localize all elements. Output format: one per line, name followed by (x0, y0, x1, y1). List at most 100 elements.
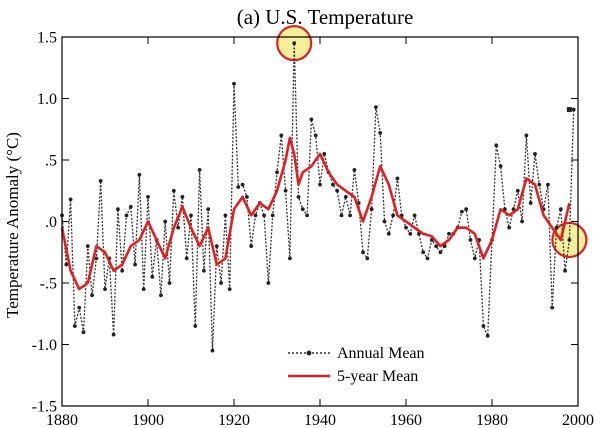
annual-point-1952 (369, 207, 374, 212)
annual-point-1975 (468, 238, 473, 242)
annual-point-1993 (546, 182, 550, 187)
annual-point-1921 (236, 185, 241, 189)
y-tick-label-1: 1.0 (37, 91, 57, 108)
annual-point-1989 (528, 201, 533, 205)
annual-point-1947 (348, 213, 352, 218)
annual-point-1896 (128, 204, 133, 209)
annual-point-1953 (374, 105, 378, 110)
legend-annual-label: Annual Mean (337, 345, 425, 362)
annual-point-1909 (184, 256, 189, 261)
annual-point-1978 (481, 324, 486, 328)
plot-frame (61, 36, 579, 407)
annual-point-1927 (262, 213, 266, 218)
annual-point-1934 (292, 41, 297, 46)
legend-annual-marker (306, 350, 312, 356)
annual-point-1981 (494, 143, 499, 148)
annual-point-1955 (382, 219, 387, 224)
annual-point-1901 (150, 274, 155, 279)
annual-point-1996 (558, 207, 563, 212)
annual-point-1930 (275, 170, 279, 175)
annual-point-1938 (309, 117, 314, 122)
annual-point-1931 (279, 133, 284, 138)
annual-point-1920 (232, 81, 236, 86)
annual-point-1937 (305, 213, 309, 218)
legend: Annual Mean 5-year Mean (288, 345, 425, 385)
annual-point-1890 (103, 287, 107, 292)
y-tick-label-3: .0 (45, 214, 57, 231)
annual-point-1881 (64, 262, 69, 267)
annual-point-1882 (68, 197, 73, 202)
x-tick-label-1960: 1960 (390, 412, 422, 428)
chart-title: (a) U.S. Temperature (237, 5, 414, 29)
annual-point-1988 (524, 133, 529, 138)
annual-point-1923 (245, 195, 249, 199)
annual-point-1913 (202, 268, 206, 273)
annual-point-1997 (563, 268, 567, 273)
y-tick-label-4: -.5 (40, 276, 57, 293)
annual-point-1893 (116, 207, 120, 212)
x-tick-label-1920: 1920 (218, 412, 250, 428)
x-tick-label-1940: 1940 (304, 412, 336, 428)
annual-point-1979 (485, 333, 490, 338)
annual-point-1961 (408, 231, 413, 236)
annual-point-1899 (141, 287, 146, 292)
annual-point-1974 (464, 207, 469, 212)
annual-point-1908 (180, 195, 185, 199)
annual-point-1943 (331, 182, 335, 187)
annual-point-1987 (520, 219, 524, 224)
y-tick-label-0: 1.5 (37, 30, 57, 47)
annual-point-1957 (391, 213, 395, 218)
annual-point-1936 (300, 207, 305, 212)
annual-point-1907 (176, 225, 181, 230)
annual-point-1964 (421, 250, 426, 255)
annual-point-1967 (434, 244, 438, 249)
x-tick-label-1900: 1900 (132, 412, 164, 428)
annual-point-1941 (322, 151, 327, 156)
annual-point-1903 (159, 293, 163, 298)
annual-point-1888 (94, 256, 99, 261)
annual-point-1948 (352, 167, 357, 172)
annual-point-1904 (163, 219, 168, 224)
annual-point-1970 (447, 231, 451, 236)
annual-point-1897 (133, 262, 138, 267)
annual-point-1991 (537, 182, 542, 187)
annual-point-1914 (206, 207, 211, 212)
annual-point-1958 (395, 176, 400, 181)
annual-point-1900 (146, 195, 150, 199)
annual-point-1950 (361, 250, 365, 255)
annual-point-1984 (507, 225, 512, 230)
x-tick-label-1880: 1880 (46, 412, 78, 428)
annual-point-1895 (124, 213, 129, 218)
annual-point-square-1998 (566, 107, 572, 113)
annual-point-1905 (167, 281, 172, 285)
annual-point-1998 (567, 238, 572, 242)
annual-point-1894 (120, 268, 125, 273)
annual-point-1910 (189, 213, 193, 218)
annual-point-1962 (412, 213, 417, 218)
x-tick-label-1980: 1980 (476, 412, 508, 428)
annual-point-1884 (77, 305, 82, 310)
annual-point-1889 (98, 179, 103, 183)
annual-point-1935 (296, 195, 301, 199)
annual-point-1965 (425, 256, 430, 261)
annual-point-1919 (227, 287, 232, 292)
annual-point-1995 (554, 225, 559, 230)
annual-point-1916 (214, 244, 219, 249)
annual-point-1973 (460, 209, 464, 214)
x-tick-label-2000: 2000 (562, 412, 594, 428)
annual-point-1883 (73, 324, 77, 328)
annual-point-1968 (438, 250, 443, 255)
annual-point-1925 (253, 213, 258, 218)
annual-point-1922 (240, 182, 245, 187)
annual-point-1932 (283, 188, 288, 193)
annual-point-1946 (343, 195, 348, 199)
annual-point-1945 (339, 213, 344, 218)
axis-ticks: 1880 1900 1920 1940 1960 1980 2000 1.5 1.0 .5 .0 -.… (32, 30, 594, 428)
annual-point-1924 (249, 244, 254, 249)
annual-point-1990 (533, 151, 537, 156)
annual-point-1898 (137, 172, 142, 177)
annual-point-1982 (498, 164, 503, 169)
annual-point-1960 (404, 225, 408, 230)
five-year-mean-line (60, 136, 571, 291)
annual-point-1999 (571, 107, 576, 112)
